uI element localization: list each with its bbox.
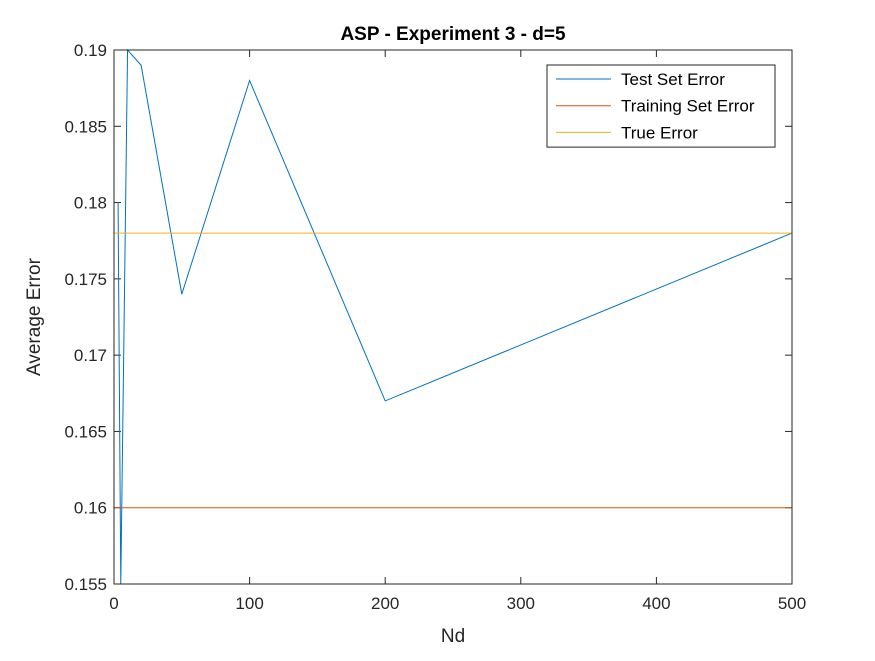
y-tick-label: 0.165	[64, 422, 107, 441]
legend-label-training-set-error: Training Set Error	[621, 97, 755, 116]
legend: Test Set Error Training Set Error True Err…	[546, 64, 776, 148]
x-tick-label: 300	[507, 594, 535, 613]
y-tick-label: 0.175	[64, 270, 107, 289]
y-tick-label: 0.155	[64, 575, 107, 594]
series-layer	[114, 48, 793, 585]
plot-box	[113, 49, 793, 585]
legend-label-test-set-error: Test Set Error	[621, 70, 725, 89]
axis-ticks: 0 100 200 300 400 500 0.155 0.16 0.165 0.17 0.175 0…	[64, 41, 806, 613]
x-tick-label: 500	[778, 594, 806, 613]
x-tick-label: 200	[371, 594, 399, 613]
y-tick-label: 0.185	[64, 117, 107, 136]
x-tick-label: 100	[235, 594, 263, 613]
legend-label-true-error: True Error	[621, 123, 698, 142]
y-axis-label: Average Error	[24, 257, 45, 376]
y-tick-label: 0.18	[74, 194, 107, 213]
y-tick-label: 0.17	[74, 346, 107, 365]
x-tick-label: 400	[642, 594, 670, 613]
x-tick-label: 0	[109, 594, 118, 613]
x-axis-label: Nd	[441, 626, 465, 647]
series-line-test-set-error	[117, 48, 793, 585]
y-tick-label: 0.19	[74, 41, 107, 60]
chart-title: ASP - Experiment 3 - d=5	[340, 24, 566, 45]
y-tick-label: 0.16	[74, 499, 107, 518]
